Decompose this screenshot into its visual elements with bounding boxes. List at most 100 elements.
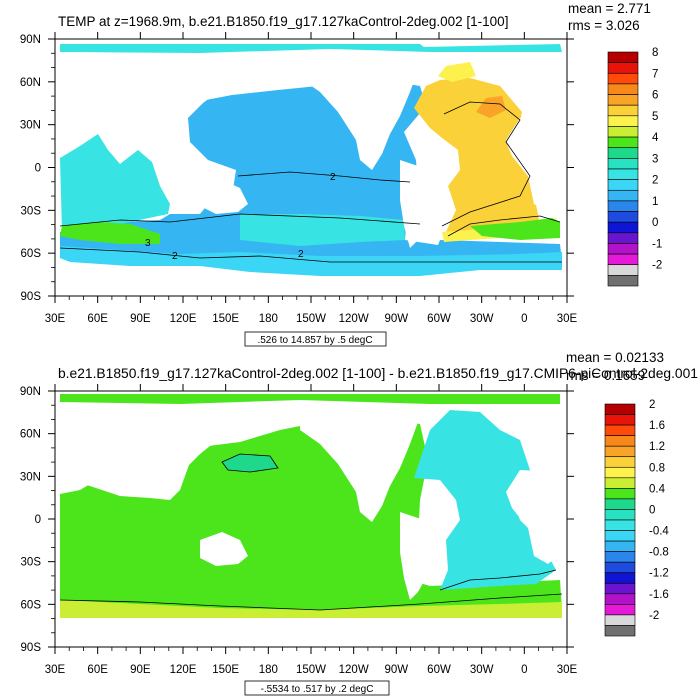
colorbar-label: -0.4 [649,526,669,538]
top-region-southern [60,246,562,276]
bot-contour-2 [221,453,279,473]
top-contour-label-4: 3 [145,238,151,249]
x-tick-label: 30W [470,313,494,325]
x-tick-label: 30E [557,313,578,325]
colorbar-swatch [607,221,639,234]
x-tick-label: 180 [259,313,278,325]
x-tick-label: 180 [259,664,278,676]
top-region-indian-green [60,222,160,244]
colorbar-swatch [607,115,639,127]
bot-land-antarctica [55,618,567,647]
panel-bottom-title: b.e21.B1850.f19_g17.127kaControl-2deg.00… [58,366,698,381]
x-tick-label: 30E [557,664,578,676]
x-tick-label: 120W [339,313,369,325]
colorbar-swatch [607,232,639,244]
colorbar-swatch [604,604,636,616]
y-tick-label: 90S [21,291,42,303]
panel-top: TEMP at z=1968.9m, b.e21.B1850.f19_g17.1… [20,1,662,347]
bot-region-north-pacific-cyan [222,454,278,472]
panel-top-rms: rms = 3.026 [568,18,640,33]
y-tick-label: 90N [20,34,41,46]
x-tick-label: 150W [296,664,326,676]
colorbar-swatch [604,561,636,574]
panel-bottom-y-ticks: 90N 60N 30N 0 30S 60S 90S [20,386,574,654]
y-tick-label: 60N [20,429,41,441]
bot-contour-3 [439,569,557,591]
top-land-australia [200,180,248,214]
top-region-atlantic-orange [476,96,506,118]
colorbar-label: 8 [652,47,658,59]
colorbar-swatch [607,147,639,159]
colorbar-swatch [607,94,639,106]
top-land-north-america [300,52,440,170]
top-contour-5 [447,215,561,237]
top-contour-label-3: 2 [298,249,304,260]
top-contour-2 [59,213,421,227]
colorbar-label: -0.8 [649,547,669,559]
bot-land-south-america [400,512,446,600]
y-tick-label: 90N [20,386,41,398]
colorbar-swatch [604,466,636,479]
top-region-pacific-south [240,214,405,246]
colorbar-label: -2 [652,260,662,272]
colorbar-swatch [607,243,639,255]
colorbar-swatch [604,614,636,626]
top-region-indian [60,134,170,232]
colorbar-label: 0.4 [649,483,666,495]
x-tick-label: 60E [87,664,108,676]
colorbar-label: 3 [652,153,658,165]
panel-top-contour-info-box [244,331,387,347]
colorbar-swatch [604,540,636,552]
y-tick-label: 30N [20,471,41,483]
panel-bottom-colorbar: 2 1.6 1.2 0.8 0.4 0 -0.4 -0.8 -1.2 -1.6 -2 [604,399,669,637]
top-region-arctic [60,44,562,53]
colorbar-swatch [604,509,636,521]
y-tick-label: 30N [20,120,41,132]
x-tick-label: 150W [296,313,326,325]
colorbar-swatch [607,179,639,191]
y-tick-label: 60S [21,248,42,260]
panel-bottom-contour-info: -.5534 to .517 by .2 degC [261,684,374,695]
x-tick-label: 120E [170,313,197,325]
top-region-north-atlantic [414,78,540,232]
x-tick-label: 120E [170,664,197,676]
colorbar-swatch [604,582,636,595]
colorbar-label: -2 [649,610,659,622]
colorbar-swatch [604,593,636,605]
colorbar-swatch [607,253,639,266]
colorbar-label: 1.6 [649,420,665,432]
y-tick-label: 90S [21,642,42,654]
colorbar-label: 7 [652,68,658,80]
colorbar-label: 1.2 [649,441,665,453]
bot-land-africa [506,470,562,564]
bot-region-southern-ocean [60,600,562,618]
top-land-eurasia-africa [60,52,250,150]
panel-bottom-x-ticks: 30E 60E 90E 120E 150E 180 150W 120W 90W 60W 30W 0 30… [45,384,578,676]
bottom-map-field [55,394,567,647]
y-tick-label: 30S [21,205,42,217]
colorbar-label: 2 [649,399,655,411]
colorbar-swatch [604,498,636,510]
top-contour-1 [237,171,411,183]
x-tick-label: 90E [130,313,151,325]
colorbar-swatch [607,275,639,287]
colorbar-swatch [604,456,636,468]
panel-bottom: mean = 0.02133 rms = 0.1659 b.e21.B1850.… [20,350,698,696]
colorbar-swatch [607,136,639,149]
x-tick-label: 120W [339,664,369,676]
colorbar-swatch [604,519,636,531]
colorbar-label: 1 [652,196,658,208]
panel-top-x-ticks: 30E 60E 90E 120E 150E 180 150W 120W 90W 60W 30W 0 30… [45,32,578,325]
y-tick-label: 0 [35,163,41,175]
colorbar-swatch [607,104,639,117]
top-land-south-america [400,160,446,248]
colorbar-swatch [604,435,636,447]
bot-land-eurasia-africa [60,404,250,500]
x-tick-label: 60W [427,664,451,676]
x-tick-label: 30E [45,664,66,676]
colorbar-swatch [607,200,639,212]
panel-bottom-contour-info-box [244,680,390,696]
top-contour-4 [441,101,531,227]
colorbar-label: -1.2 [649,568,669,580]
colorbar-swatch [607,168,639,180]
